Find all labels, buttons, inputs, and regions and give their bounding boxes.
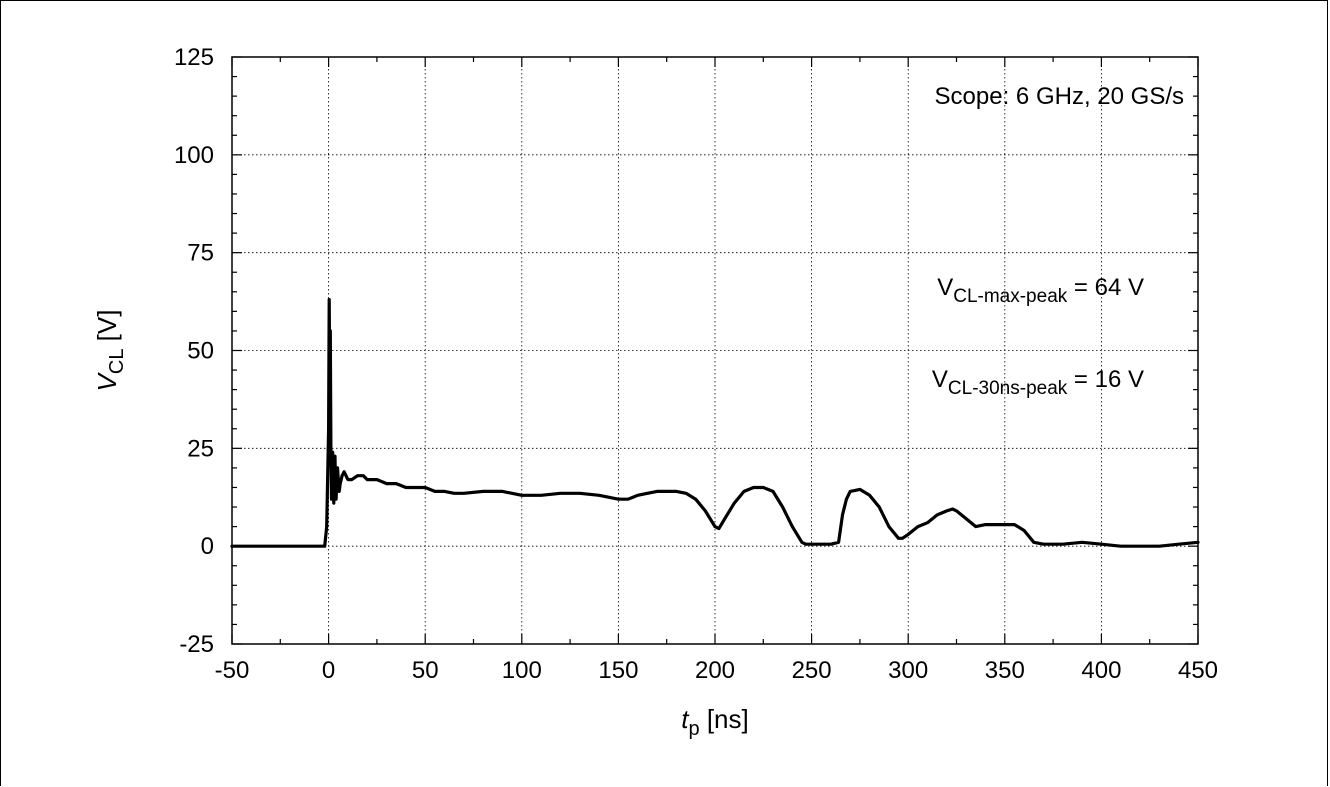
max-peak-annotation: VCL-max-peak = 64 V	[937, 274, 1144, 307]
series-line	[230, 298, 1200, 548]
y-tick-label: 25	[187, 435, 214, 462]
plot-area-border	[231, 56, 1199, 645]
x-tick-label: 400	[1081, 657, 1121, 684]
y-axis-label: VCL [V]	[92, 310, 128, 392]
y-axis-label-unit: [V]	[92, 310, 122, 349]
x-tick-label: 300	[888, 657, 928, 684]
x-tick-label: 0	[322, 657, 335, 684]
x-tick-label: 450	[1178, 657, 1218, 684]
x-axis-label-main: t	[681, 704, 690, 734]
y-tick-label: -25	[179, 631, 214, 658]
series-layer	[230, 298, 1200, 548]
y-tick-label: 75	[187, 240, 214, 267]
y-tick-label: 0	[201, 533, 214, 560]
x-tick-label: 200	[695, 657, 735, 684]
y-axis-label-main: V	[92, 371, 122, 391]
30ns-peak-value: = 16 V	[1067, 366, 1144, 393]
max-peak-sub: CL-max-peak	[953, 286, 1068, 307]
max-peak-main: V	[937, 274, 953, 301]
x-axis-label-sub: p	[688, 718, 699, 740]
x-axis-label: tp [ns]	[681, 704, 749, 740]
y-axis-label-sub: CL	[106, 349, 128, 375]
x-tick-label: 50	[412, 657, 439, 684]
x-tick-label: 100	[502, 657, 542, 684]
x-tick-label: 250	[792, 657, 832, 684]
30ns-peak-sub: CL-30ns-peak	[948, 378, 1068, 399]
x-tick-label: 150	[598, 657, 638, 684]
y-tick-label: 100	[174, 142, 214, 169]
30ns-peak-main: V	[932, 366, 948, 393]
y-tick-label: 50	[187, 338, 214, 365]
max-peak-value: = 64 V	[1067, 274, 1144, 301]
y-tick-labels: -25 0 25 50 75 100 125	[174, 44, 214, 658]
x-axis-label-unit: [ns]	[700, 704, 749, 734]
scope-annotation: Scope: 6 GHz, 20 GS/s	[935, 83, 1184, 110]
y-tick-label: 125	[174, 44, 214, 71]
30ns-peak-annotation: VCL-30ns-peak = 16 V	[932, 366, 1144, 399]
grid-layer	[232, 57, 1198, 644]
x-tick-label: -50	[215, 657, 250, 684]
x-tick-labels: -50 0 50 100 150 200 250 300 350 400 450	[215, 657, 1218, 684]
x-tick-label: 350	[985, 657, 1025, 684]
